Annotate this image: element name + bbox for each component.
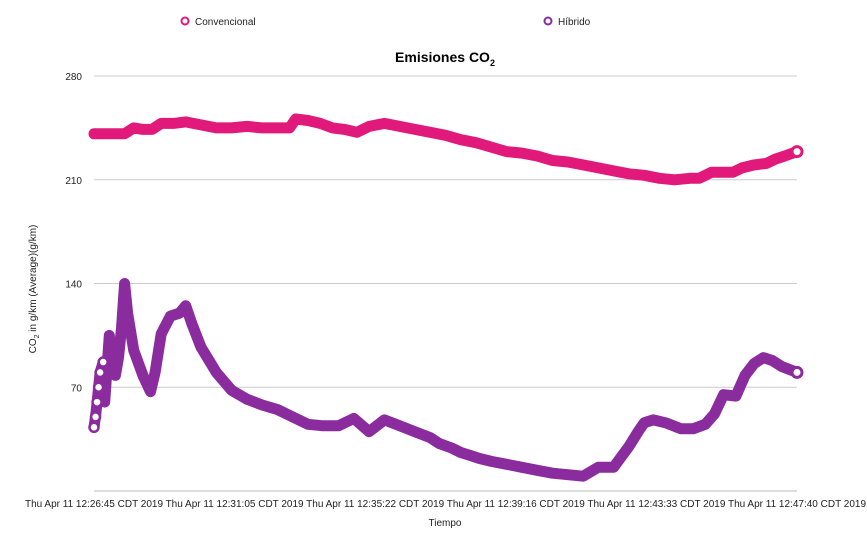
data-point bbox=[92, 381, 105, 393]
legend-marker bbox=[180, 16, 190, 26]
chart-title: Emisiones CO2 bbox=[395, 49, 495, 68]
y-tick-label: 280 bbox=[65, 72, 82, 83]
y-axis-label: CO2 in g/km (Average)(g/km) bbox=[28, 225, 41, 354]
x-tick-label: Thu Apr 11 12:47:40 CDT 2019 bbox=[728, 499, 866, 510]
legend-item: Híbrido bbox=[543, 16, 591, 28]
legend: Convencional Híbrido bbox=[180, 16, 591, 28]
legend-label: Convencional bbox=[195, 17, 256, 28]
title-subscript: 2 bbox=[490, 58, 495, 68]
x-axis-label: Tiempo bbox=[429, 518, 462, 529]
series-layer bbox=[88, 113, 804, 482]
data-point bbox=[91, 396, 103, 408]
x-tick-label: Thu Apr 11 12:43:33 CDT 2019 bbox=[587, 499, 725, 510]
series-line bbox=[88, 113, 803, 186]
data-point bbox=[89, 411, 102, 423]
legend-marker bbox=[543, 16, 553, 26]
ylabel-rest: in g/km (Average)(g/km) bbox=[28, 225, 39, 335]
legend-item: Convencional bbox=[180, 16, 256, 28]
y-tick-label: 140 bbox=[65, 280, 82, 291]
data-point bbox=[97, 356, 109, 368]
x-tick-label: Thu Apr 11 12:26:45 CDT 2019 bbox=[25, 499, 163, 510]
data-point bbox=[94, 366, 106, 379]
x-tick-label: Thu Apr 11 12:31:05 CDT 2019 bbox=[166, 499, 304, 510]
ylabel-subscript: 2 bbox=[34, 334, 41, 338]
data-point bbox=[790, 145, 804, 159]
legend-label: Híbrido bbox=[558, 17, 591, 28]
x-tick-label: Thu Apr 11 12:39:16 CDT 2019 bbox=[447, 499, 585, 510]
series-line bbox=[88, 278, 803, 482]
data-point bbox=[790, 365, 804, 379]
y-tick-labels: 70 140 210 280 bbox=[65, 72, 82, 394]
data-point bbox=[88, 421, 100, 434]
x-tick-labels: Thu Apr 11 12:26:45 CDT 2019 Thu Apr 11 1… bbox=[25, 499, 866, 510]
y-tick-label: 70 bbox=[71, 383, 83, 394]
series-convencional bbox=[88, 113, 804, 186]
series-hibrido bbox=[88, 278, 804, 482]
x-tick-label: Thu Apr 11 12:35:22 CDT 2019 bbox=[306, 499, 444, 510]
y-tick-label: 210 bbox=[65, 176, 82, 187]
